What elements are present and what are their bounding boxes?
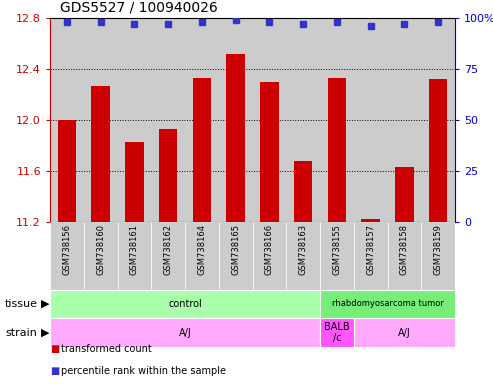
Bar xyxy=(50,222,84,290)
Bar xyxy=(252,222,286,290)
Text: GSM738155: GSM738155 xyxy=(332,224,341,275)
Text: ▶: ▶ xyxy=(41,299,49,309)
Bar xyxy=(185,18,219,222)
Text: GDS5527 / 100940026: GDS5527 / 100940026 xyxy=(60,0,217,14)
Bar xyxy=(361,219,380,384)
Bar xyxy=(421,18,455,222)
Text: GSM738157: GSM738157 xyxy=(366,224,375,275)
Bar xyxy=(260,82,279,384)
Bar xyxy=(226,54,245,384)
Bar xyxy=(320,18,354,222)
Text: rhabdomyosarcoma tumor: rhabdomyosarcoma tumor xyxy=(332,300,443,308)
Text: A/J: A/J xyxy=(398,328,411,338)
Bar xyxy=(421,222,455,290)
Text: GSM738156: GSM738156 xyxy=(63,224,71,275)
Bar xyxy=(286,222,320,290)
Bar xyxy=(151,18,185,222)
Text: ■: ■ xyxy=(50,344,59,354)
Bar xyxy=(185,222,219,290)
Text: GSM738160: GSM738160 xyxy=(96,224,105,275)
Text: A/J: A/J xyxy=(178,328,191,338)
Bar xyxy=(50,318,320,347)
Bar xyxy=(354,222,387,290)
Text: GSM738166: GSM738166 xyxy=(265,224,274,275)
Bar xyxy=(219,18,252,222)
Text: GSM738164: GSM738164 xyxy=(197,224,207,275)
Bar xyxy=(320,318,354,347)
Text: transformed count: transformed count xyxy=(61,344,151,354)
Bar xyxy=(219,222,252,290)
Bar xyxy=(354,318,455,347)
Bar xyxy=(117,18,151,222)
Bar xyxy=(50,290,320,318)
Text: percentile rank within the sample: percentile rank within the sample xyxy=(61,366,226,376)
Text: GSM738165: GSM738165 xyxy=(231,224,240,275)
Bar xyxy=(387,222,421,290)
Bar xyxy=(50,18,84,222)
Text: GSM738163: GSM738163 xyxy=(299,224,308,275)
Bar xyxy=(91,86,110,384)
Bar xyxy=(294,161,313,384)
Bar xyxy=(151,222,185,290)
Text: GSM738162: GSM738162 xyxy=(164,224,173,275)
Text: tissue: tissue xyxy=(5,299,38,309)
Bar xyxy=(354,18,387,222)
Text: control: control xyxy=(168,299,202,309)
Bar xyxy=(193,78,211,384)
Text: ▶: ▶ xyxy=(41,328,49,338)
Bar xyxy=(125,142,143,384)
Bar xyxy=(286,18,320,222)
Bar xyxy=(159,129,177,384)
Bar xyxy=(429,79,448,384)
Bar xyxy=(117,222,151,290)
Text: GSM738158: GSM738158 xyxy=(400,224,409,275)
Text: ■: ■ xyxy=(50,366,59,376)
Bar xyxy=(320,290,455,318)
Bar xyxy=(395,167,414,384)
Text: GSM738161: GSM738161 xyxy=(130,224,139,275)
Bar xyxy=(252,18,286,222)
Text: BALB
/c: BALB /c xyxy=(324,322,350,343)
Text: strain: strain xyxy=(5,328,37,338)
Text: GSM738159: GSM738159 xyxy=(434,224,443,275)
Bar xyxy=(84,18,117,222)
Bar xyxy=(327,78,346,384)
Bar xyxy=(58,120,76,384)
Bar xyxy=(84,222,117,290)
Bar xyxy=(320,222,354,290)
Bar xyxy=(387,18,421,222)
